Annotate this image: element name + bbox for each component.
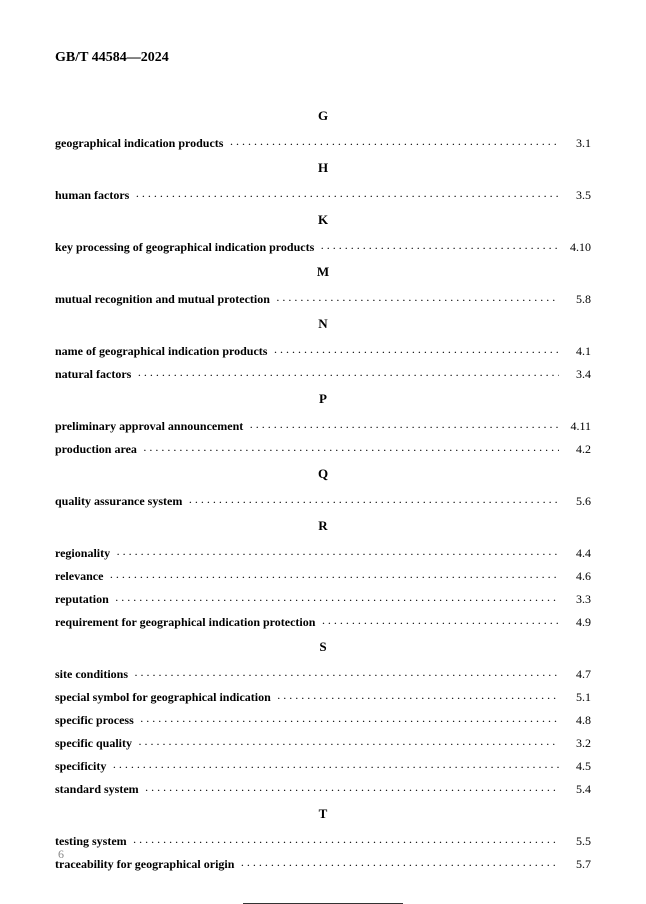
entry-term: standard system — [55, 780, 145, 798]
section-letter: H — [55, 160, 591, 176]
index-entry: human factors 3.5 — [55, 186, 591, 204]
entry-reference: 4.11 — [559, 417, 591, 435]
index-entry: name of geographical indication products… — [55, 342, 591, 360]
entry-reference: 4.1 — [559, 342, 591, 360]
entry-reference: 4.7 — [559, 665, 591, 683]
entry-term: specific quality — [55, 734, 138, 752]
document-code: GB/T 44584—2024 — [55, 50, 591, 66]
index-list: Ggeographical indication products 3.1 Hhum… — [55, 108, 591, 873]
entry-reference: 5.6 — [559, 492, 591, 510]
index-entry: testing system 5.5 — [55, 832, 591, 850]
entry-leader-dots — [140, 712, 559, 724]
entry-reference: 4.6 — [559, 567, 591, 585]
entry-leader-dots — [112, 758, 559, 770]
entry-reference: 5.7 — [559, 855, 591, 873]
entry-term: special symbol for geographical indicati… — [55, 688, 277, 706]
index-entry: requirement for geographical indication … — [55, 613, 591, 631]
index-entry: regionality 4.4 — [55, 544, 591, 562]
section-letter: G — [55, 108, 591, 124]
entry-leader-dots — [320, 239, 559, 251]
entry-leader-dots — [109, 568, 559, 580]
index-entry: quality assurance system 5.6 — [55, 492, 591, 510]
entry-reference: 5.5 — [559, 832, 591, 850]
entry-term: specificity — [55, 757, 112, 775]
index-entry: natural factors 3.4 — [55, 365, 591, 383]
entry-term: relevance — [55, 567, 109, 585]
entry-reference: 4.2 — [559, 440, 591, 458]
section-letter: T — [55, 806, 591, 822]
entry-reference: 4.5 — [559, 757, 591, 775]
section-letter: R — [55, 518, 591, 534]
entry-term: specific process — [55, 711, 140, 729]
entry-leader-dots — [276, 291, 559, 303]
section-letter: N — [55, 316, 591, 332]
entry-reference: 3.4 — [559, 365, 591, 383]
entry-leader-dots — [115, 591, 559, 603]
entry-reference: 5.1 — [559, 688, 591, 706]
index-entry: mutual recognition and mutual protection… — [55, 290, 591, 308]
entry-leader-dots — [116, 545, 559, 557]
index-entry: preliminary approval announcement 4.11 — [55, 417, 591, 435]
entry-leader-dots — [134, 666, 559, 678]
entry-term: requirement for geographical indication … — [55, 613, 321, 631]
index-entry: specificity 4.5 — [55, 757, 591, 775]
index-entry: reputation 3.3 — [55, 590, 591, 608]
entry-leader-dots — [145, 781, 559, 793]
entry-leader-dots — [135, 187, 559, 199]
section-letter: K — [55, 212, 591, 228]
entry-reference: 3.5 — [559, 186, 591, 204]
entry-term: preliminary approval announcement — [55, 417, 249, 435]
index-entry: geographical indication products 3.1 — [55, 134, 591, 152]
entry-reference: 4.8 — [559, 711, 591, 729]
entry-leader-dots — [133, 833, 559, 845]
entry-term: name of geographical indication products — [55, 342, 273, 360]
entry-leader-dots — [188, 493, 559, 505]
entry-term: key processing of geographical indicatio… — [55, 238, 320, 256]
index-entry: special symbol for geographical indicati… — [55, 688, 591, 706]
index-entry: specific quality 3.2 — [55, 734, 591, 752]
entry-leader-dots — [137, 366, 559, 378]
entry-leader-dots — [249, 418, 559, 430]
entry-term: production area — [55, 440, 143, 458]
entry-leader-dots — [240, 856, 559, 868]
entry-leader-dots — [321, 614, 559, 626]
entry-term: human factors — [55, 186, 135, 204]
section-letter: Q — [55, 466, 591, 482]
entry-leader-dots — [229, 135, 559, 147]
index-entry: key processing of geographical indicatio… — [55, 238, 591, 256]
page-number: 6 — [58, 847, 64, 862]
index-entry: standard system 5.4 — [55, 780, 591, 798]
entry-term: reputation — [55, 590, 115, 608]
entry-leader-dots — [138, 735, 559, 747]
entry-leader-dots — [143, 441, 559, 453]
entry-reference: 3.3 — [559, 590, 591, 608]
entry-leader-dots — [277, 689, 559, 701]
entry-reference: 3.1 — [559, 134, 591, 152]
section-letter: M — [55, 264, 591, 280]
entry-term: site conditions — [55, 665, 134, 683]
entry-reference: 5.8 — [559, 290, 591, 308]
entry-term: regionality — [55, 544, 116, 562]
entry-term: quality assurance system — [55, 492, 188, 510]
entry-reference: 4.9 — [559, 613, 591, 631]
entry-reference: 4.10 — [559, 238, 591, 256]
entry-term: testing system — [55, 832, 133, 850]
entry-leader-dots — [273, 343, 559, 355]
entry-reference: 5.4 — [559, 780, 591, 798]
entry-reference: 3.2 — [559, 734, 591, 752]
section-letter: P — [55, 391, 591, 407]
entry-term: geographical indication products — [55, 134, 229, 152]
entry-term: mutual recognition and mutual protection — [55, 290, 276, 308]
index-entry: site conditions 4.7 — [55, 665, 591, 683]
entry-reference: 4.4 — [559, 544, 591, 562]
entry-term: traceability for geographical origin — [55, 855, 240, 873]
entry-term: natural factors — [55, 365, 137, 383]
section-letter: S — [55, 639, 591, 655]
index-entry: production area 4.2 — [55, 440, 591, 458]
index-entry: relevance 4.6 — [55, 567, 591, 585]
index-entry: traceability for geographical origin 5.7 — [55, 855, 591, 873]
index-entry: specific process 4.8 — [55, 711, 591, 729]
